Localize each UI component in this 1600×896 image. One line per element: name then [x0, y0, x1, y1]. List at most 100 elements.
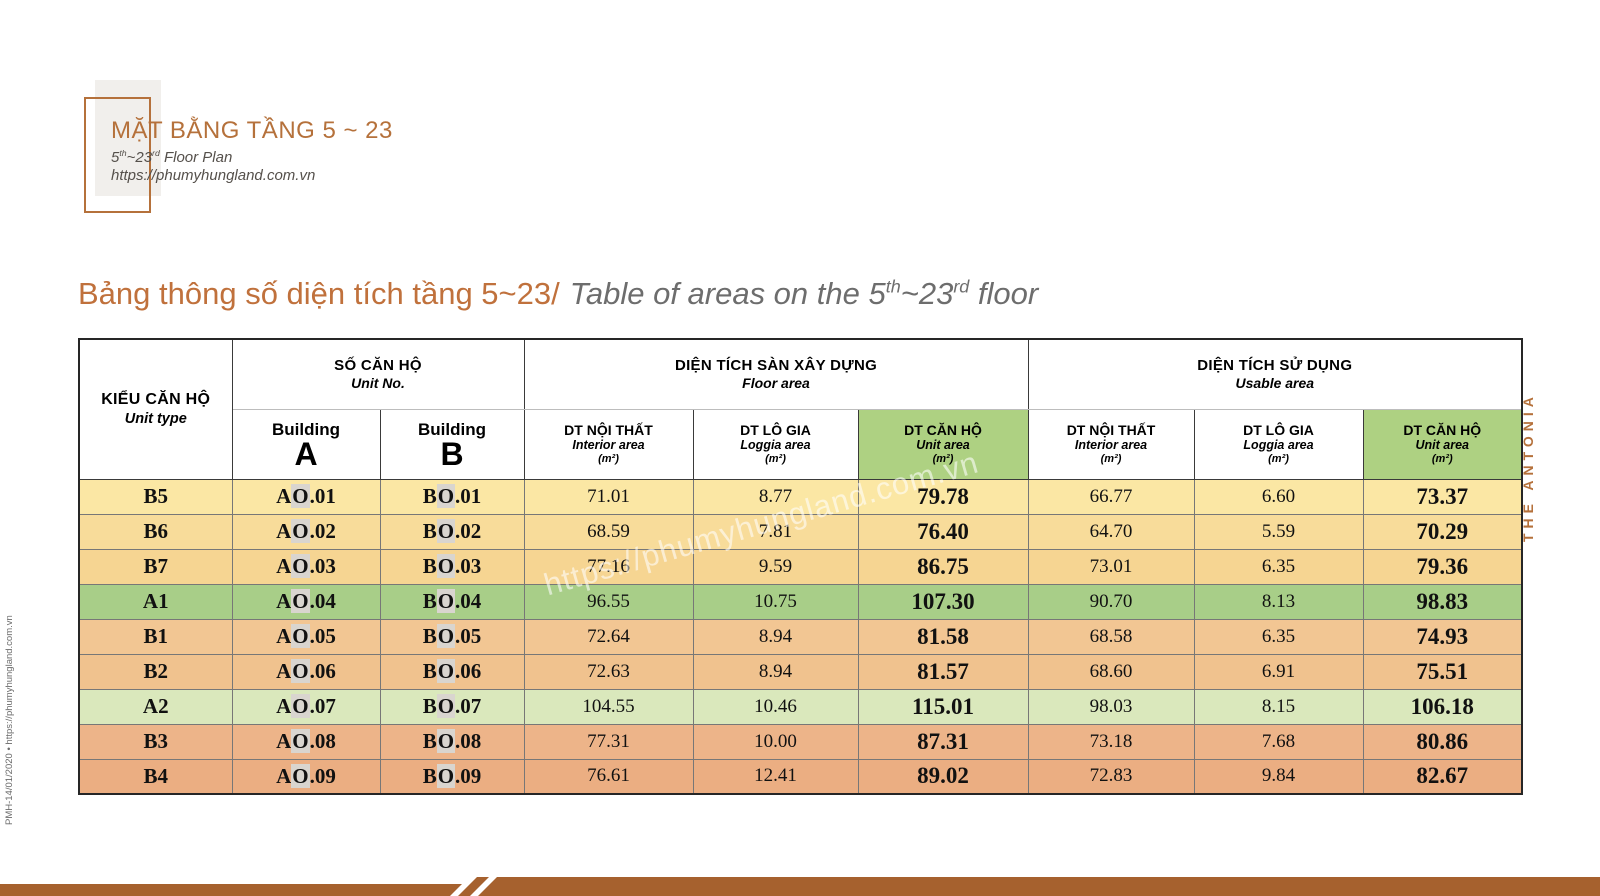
cell-unit-no-a: AO.08: [231, 723, 381, 760]
floor-placeholder: O: [436, 763, 456, 788]
page-title-en: Table of areas on the 5th~23rd floor: [569, 276, 1039, 311]
cell-unit-type: A2: [78, 688, 233, 725]
cell-unit-no-a: AO.09: [231, 758, 381, 795]
header-group-unit-no: SỐ CĂN HỘ Unit No.: [231, 338, 525, 410]
cell-floor-interior: 68.59: [523, 513, 694, 550]
header-building-b: Building B: [379, 408, 525, 480]
cell-unit-type: B3: [78, 723, 233, 760]
header-building-a: Building A: [231, 408, 381, 480]
header-group-floor-area: DIỆN TÍCH SÀN XÂY DỰNG Floor area: [523, 338, 1029, 410]
cell-floor-unit-area: 76.40: [857, 513, 1029, 550]
floor-placeholder: O: [291, 659, 310, 683]
cell-unit-no-a: AO.04: [231, 583, 381, 620]
cell-unit-type: B2: [78, 653, 233, 690]
cell-unit-no-b: BO.05: [379, 618, 525, 655]
cell-floor-interior: 77.31: [523, 723, 694, 760]
brand-vertical-text: THE ANTONIA: [1520, 392, 1536, 542]
cell-unit-type: B4: [78, 758, 233, 795]
floor-placeholder: O: [291, 624, 310, 648]
header-usable-loggia-area: DT LÔ GIA Loggia area (m²): [1193, 408, 1364, 480]
cell-usable-loggia: 8.15: [1193, 688, 1364, 725]
cell-unit-no-b: BO.08: [379, 723, 525, 760]
cell-usable-interior: 68.60: [1027, 653, 1195, 690]
bottom-bar: [0, 877, 1600, 896]
cell-usable-interior: 72.83: [1027, 758, 1195, 795]
floor-placeholder: O: [436, 554, 456, 578]
cell-unit-no-a: AO.03: [231, 548, 381, 585]
logo-text: MẶT BẰNG TẦNG 5 ~ 23 5th~23rd Floor Plan…: [111, 117, 393, 184]
cell-floor-loggia: 12.41: [692, 758, 859, 795]
cell-floor-unit-area: 81.57: [857, 653, 1029, 690]
cell-floor-interior: 71.01: [523, 478, 694, 515]
cell-usable-unit-area: 70.29: [1362, 513, 1523, 550]
cell-floor-unit-area: 81.58: [857, 618, 1029, 655]
cell-usable-unit-area: 79.36: [1362, 548, 1523, 585]
cell-usable-unit-area: 106.18: [1362, 688, 1523, 725]
floor-placeholder: O: [291, 729, 310, 753]
floor-placeholder: O: [436, 659, 456, 683]
cell-usable-unit-area: 73.37: [1362, 478, 1523, 515]
cell-floor-unit-area: 87.31: [857, 723, 1029, 760]
cell-floor-interior: 104.55: [523, 688, 694, 725]
cell-floor-loggia: 8.77: [692, 478, 859, 515]
cell-usable-loggia: 6.35: [1193, 548, 1364, 585]
cell-usable-loggia: 7.68: [1193, 723, 1364, 760]
cell-unit-type: B1: [78, 618, 233, 655]
header-floor-unit-area: DT CĂN HỘ Unit area (m²): [857, 408, 1029, 480]
cell-floor-unit-area: 107.30: [857, 583, 1029, 620]
floor-placeholder: O: [436, 589, 456, 613]
cell-usable-unit-area: 74.93: [1362, 618, 1523, 655]
cell-unit-no-a: AO.06: [231, 653, 381, 690]
floor-placeholder: O: [436, 729, 456, 753]
cell-usable-loggia: 6.35: [1193, 618, 1364, 655]
floor-placeholder: O: [291, 589, 310, 613]
cell-unit-no-a: AO.02: [231, 513, 381, 550]
floor-placeholder: O: [291, 554, 310, 578]
area-table: KIỂU CĂN HỘ Unit type SỐ CĂN HỘ Unit No.…: [78, 338, 1524, 795]
floor-placeholder: O: [291, 694, 310, 718]
cell-unit-no-b: BO.01: [379, 478, 525, 515]
cell-unit-type: B6: [78, 513, 233, 550]
table-row: B1 AO.05 BO.05 72.64 8.94 81.58 68.58 6.35 74.93: [78, 618, 1523, 655]
credit-vertical-text: PMH-14/01/2020 • https://phumyhungland.c…: [4, 615, 15, 825]
website-url: https://phumyhungland.com.vn: [111, 167, 316, 184]
cell-floor-loggia: 10.46: [692, 688, 859, 725]
table-row: B6 AO.02 BO.02 68.59 7.81 76.40 64.70 5.59 70.29: [78, 513, 1523, 550]
cell-usable-loggia: 6.60: [1193, 478, 1364, 515]
cell-usable-interior: 73.01: [1027, 548, 1195, 585]
cell-usable-unit-area: 98.83: [1362, 583, 1523, 620]
cell-unit-no-b: BO.04: [379, 583, 525, 620]
cell-floor-loggia: 7.81: [692, 513, 859, 550]
floor-placeholder: O: [436, 519, 456, 543]
table-row: A1 AO.04 BO.04 96.55 10.75 107.30 90.70 8.13 98.…: [78, 583, 1523, 620]
header-floor-loggia-area: DT LÔ GIA Loggia area (m²): [692, 408, 859, 480]
cell-unit-no-b: BO.09: [379, 758, 525, 795]
cell-floor-loggia: 9.59: [692, 548, 859, 585]
logo-bracket-frame: [84, 97, 151, 213]
cell-usable-unit-area: 75.51: [1362, 653, 1523, 690]
bottom-bar-left-segment: [0, 884, 462, 896]
table-row: B4 AO.09 BO.09 76.61 12.41 89.02 72.83 9.84 82.6…: [78, 758, 1523, 795]
table-row: B2 AO.06 BO.06 72.63 8.94 81.57 68.60 6.91 75.51: [78, 653, 1523, 690]
cell-unit-type: B5: [78, 478, 233, 515]
floor-placeholder: O: [436, 694, 456, 718]
floor-placeholder: O: [436, 484, 456, 508]
cell-floor-loggia: 10.00: [692, 723, 859, 760]
header-unit-type: KIỂU CĂN HỘ Unit type: [78, 338, 233, 480]
cell-unit-no-b: BO.06: [379, 653, 525, 690]
cell-usable-interior: 66.77: [1027, 478, 1195, 515]
cell-floor-interior: 77.16: [523, 548, 694, 585]
cell-usable-unit-area: 80.86: [1362, 723, 1523, 760]
cell-usable-interior: 68.58: [1027, 618, 1195, 655]
floor-placeholder: O: [291, 519, 310, 543]
header-group-usable-area: DIỆN TÍCH SỬ DỤNG Usable area: [1027, 338, 1523, 410]
cell-usable-interior: 98.03: [1027, 688, 1195, 725]
cell-unit-no-a: AO.01: [231, 478, 381, 515]
table-row: B5 AO.01 BO.01 71.01 8.77 79.78 66.77 6.60 73.37: [78, 478, 1523, 515]
cell-unit-no-b: BO.02: [379, 513, 525, 550]
table-row: B7 AO.03 BO.03 77.16 9.59 86.75 73.01 6.35 79.36: [78, 548, 1523, 585]
cell-unit-no-a: AO.05: [231, 618, 381, 655]
cell-usable-interior: 64.70: [1027, 513, 1195, 550]
cell-floor-unit-area: 89.02: [857, 758, 1029, 795]
